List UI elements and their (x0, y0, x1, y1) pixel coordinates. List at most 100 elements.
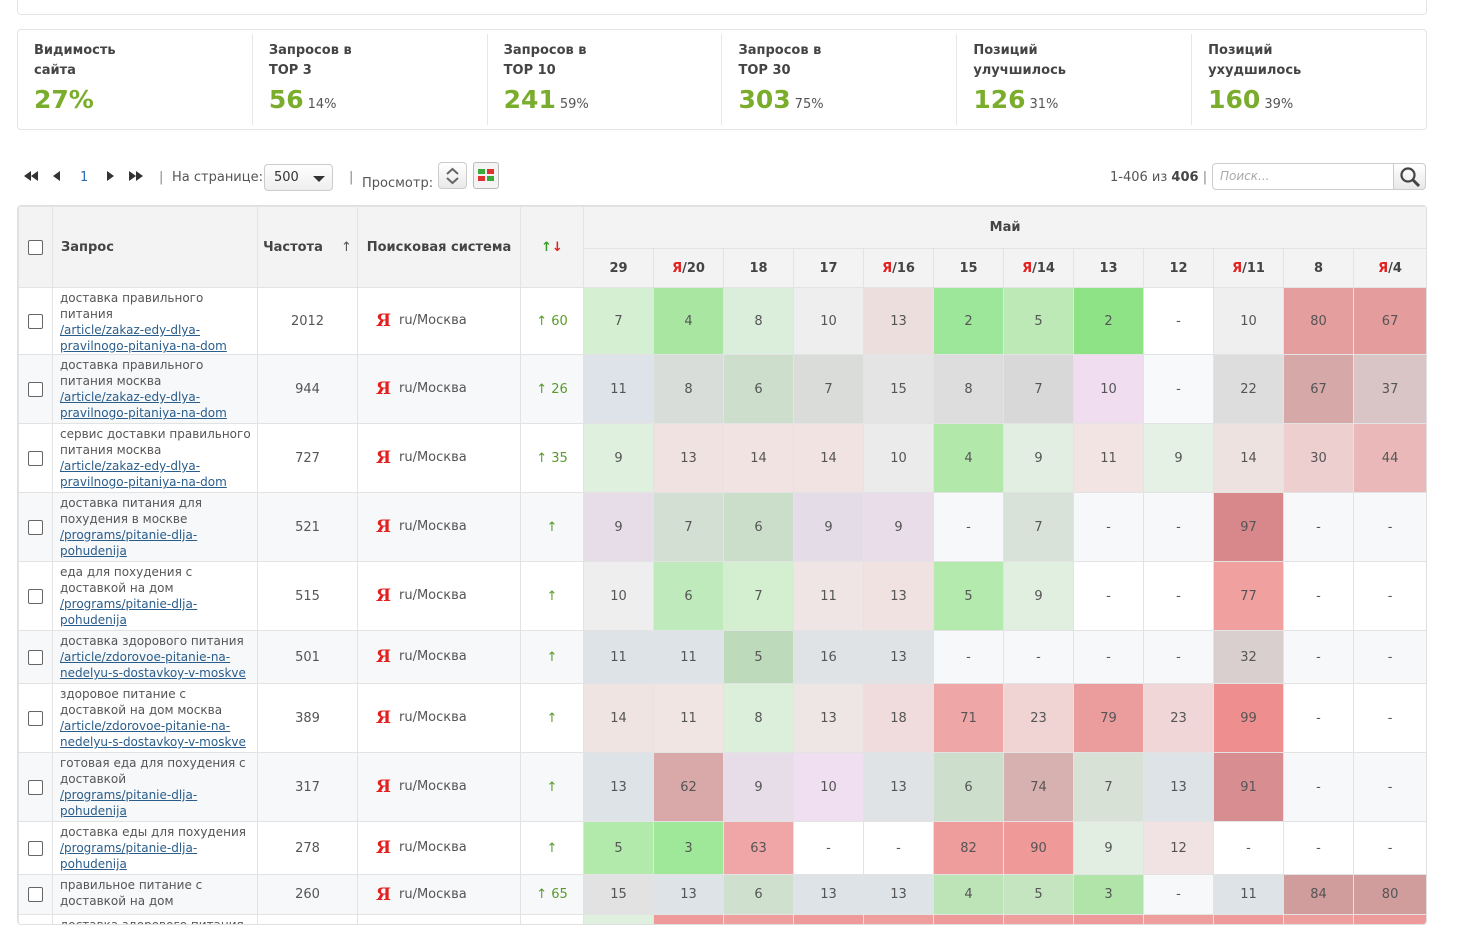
position-cell[interactable]: 74 (1004, 753, 1074, 822)
prev-page-button[interactable] (53, 160, 60, 196)
position-cell[interactable]: 13 (864, 288, 934, 355)
position-cell[interactable]: - (864, 822, 934, 875)
position-cell[interactable]: 44 (1354, 424, 1427, 493)
position-cell[interactable]: 30 (1284, 424, 1354, 493)
position-cell[interactable]: 6 (724, 493, 794, 562)
position-cell[interactable]: - (794, 822, 864, 875)
position-cell[interactable]: 7 (584, 288, 654, 355)
position-cell[interactable]: 15 (864, 355, 934, 424)
query-url-link[interactable]: /article/zdorovoe-pitanie-na-nedelyu-s-d… (60, 719, 246, 749)
row-checkbox[interactable] (28, 382, 43, 397)
position-cell[interactable]: 10 (794, 753, 864, 822)
search-button[interactable] (1393, 163, 1426, 190)
query-url-link[interactable]: /article/zdorovoe-pitanie-na-nedelyu-s-d… (60, 650, 246, 680)
date-header[interactable]: 18 (724, 249, 794, 288)
position-cell[interactable]: - (1074, 493, 1144, 562)
position-cell[interactable]: 3 (1074, 875, 1144, 915)
first-page-button[interactable] (24, 160, 38, 196)
date-header[interactable]: Я/20 (654, 249, 724, 288)
position-cell[interactable]: 13 (584, 753, 654, 822)
row-checkbox[interactable] (28, 589, 43, 604)
dynamics-header[interactable]: ↑↓ (521, 207, 584, 288)
position-cell[interactable]: 11 (654, 631, 724, 684)
position-cell[interactable]: 10 (584, 562, 654, 631)
position-cell[interactable]: 7 (794, 355, 864, 424)
position-cell[interactable]: 6 (724, 355, 794, 424)
position-cell[interactable]: 23 (1144, 684, 1214, 753)
position-cell[interactable]: 37 (1354, 355, 1427, 424)
position-cell[interactable]: 9 (724, 753, 794, 822)
position-cell[interactable]: - (1284, 684, 1354, 753)
position-cell[interactable]: - (1144, 355, 1214, 424)
position-cell[interactable]: 14 (724, 424, 794, 493)
position-cell[interactable]: 80 (1354, 875, 1427, 915)
position-cell[interactable]: - (934, 493, 1004, 562)
position-cell[interactable]: 10 (794, 288, 864, 355)
position-cell[interactable]: 10 (1074, 355, 1144, 424)
position-cell[interactable]: 80 (1284, 288, 1354, 355)
date-header[interactable]: 13 (1074, 249, 1144, 288)
position-cell[interactable]: 5 (1004, 875, 1074, 915)
position-cell[interactable]: 10 (1214, 288, 1284, 355)
position-cell[interactable]: 67 (1354, 288, 1427, 355)
position-cell[interactable]: - (1074, 631, 1144, 684)
position-cell[interactable]: 2 (1074, 288, 1144, 355)
position-cell[interactable]: 11 (584, 355, 654, 424)
position-cell[interactable]: - (1284, 753, 1354, 822)
date-header[interactable]: 15 (934, 249, 1004, 288)
position-cell[interactable]: 9 (864, 493, 934, 562)
position-cell[interactable]: 11 (654, 684, 724, 753)
position-cell[interactable]: 13 (864, 562, 934, 631)
position-cell[interactable]: 5 (584, 822, 654, 875)
query-header[interactable]: Запрос (53, 207, 258, 288)
position-cell[interactable]: - (1284, 493, 1354, 562)
query-url-link[interactable]: /programs/pitanie-dlja-pohudenija (60, 788, 197, 818)
position-cell[interactable]: 13 (864, 875, 934, 915)
row-checkbox[interactable] (28, 650, 43, 665)
position-cell[interactable]: 3 (654, 822, 724, 875)
position-cell[interactable]: 9 (584, 493, 654, 562)
row-checkbox[interactable] (28, 711, 43, 726)
row-checkbox[interactable] (28, 451, 43, 466)
table-row[interactable]: доставка здорового питания/article/zdoro… (19, 631, 1427, 684)
table-row[interactable]: еда для похудения с доставкой на дом/pro… (19, 562, 1427, 631)
position-cell[interactable]: - (1284, 822, 1354, 875)
query-url-link[interactable]: /article/zakaz-edy-dlya-pravilnogo-pitan… (60, 390, 227, 420)
position-cell[interactable]: 14 (1214, 424, 1284, 493)
position-cell[interactable]: - (1144, 875, 1214, 915)
position-cell[interactable]: 5 (934, 562, 1004, 631)
row-checkbox[interactable] (28, 780, 43, 795)
position-cell[interactable]: - (1354, 562, 1427, 631)
position-cell[interactable]: 9 (1004, 562, 1074, 631)
position-cell[interactable]: 8 (934, 355, 1004, 424)
position-cell[interactable]: 10 (864, 424, 934, 493)
position-cell[interactable]: - (1284, 631, 1354, 684)
query-url-link[interactable]: /programs/pitanie-dlja-pohudenija (60, 841, 197, 871)
position-cell[interactable]: 9 (584, 424, 654, 493)
position-cell[interactable]: 67 (1284, 355, 1354, 424)
position-cell[interactable]: - (1284, 562, 1354, 631)
engine-header[interactable]: Поисковая система (358, 207, 521, 288)
position-cell[interactable]: 15 (584, 875, 654, 915)
position-cell[interactable]: 82 (934, 822, 1004, 875)
position-cell[interactable]: - (1004, 631, 1074, 684)
position-cell[interactable]: - (1354, 822, 1427, 875)
position-cell[interactable]: 4 (934, 875, 1004, 915)
position-cell[interactable]: 4 (934, 424, 1004, 493)
table-row[interactable]: правильное питание с доставкой на дом 26… (19, 875, 1427, 915)
date-header[interactable]: Я/11 (1214, 249, 1284, 288)
position-cell[interactable]: - (1354, 493, 1427, 562)
position-cell[interactable]: - (1354, 684, 1427, 753)
position-cell[interactable]: 5 (724, 631, 794, 684)
position-cell[interactable]: 13 (654, 875, 724, 915)
position-cell[interactable]: 14 (584, 684, 654, 753)
table-row[interactable]: доставка правильного питания/article/zak… (19, 288, 1427, 355)
position-cell[interactable]: 9 (1074, 822, 1144, 875)
next-page-button[interactable] (107, 160, 114, 196)
position-cell[interactable]: 23 (1004, 684, 1074, 753)
position-cell[interactable]: 7 (1004, 493, 1074, 562)
date-header[interactable]: 17 (794, 249, 864, 288)
position-cell[interactable]: 7 (654, 493, 724, 562)
position-cell[interactable]: 77 (1214, 562, 1284, 631)
query-url-link[interactable]: /article/zakaz-edy-dlya-pravilnogo-pitan… (60, 459, 227, 489)
